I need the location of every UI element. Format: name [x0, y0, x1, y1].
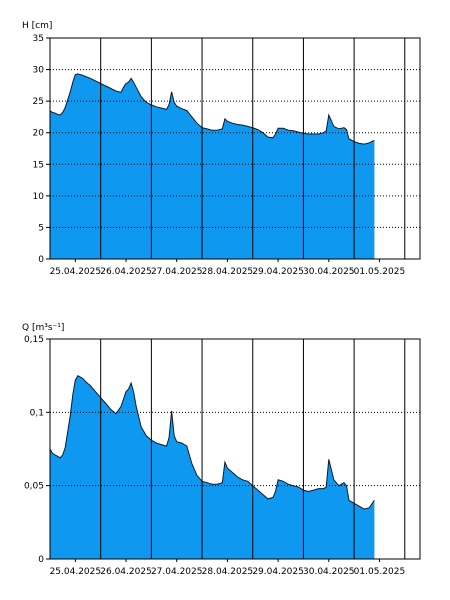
water-level-chart: H [cm] 0 5 10 15 20 25 30 35 25.04.2025 26.04.202…: [22, 21, 421, 277]
y-tick-label: 0: [38, 255, 44, 265]
x-tick-label: 29.04.2025: [252, 267, 304, 277]
x-tick-label: 01.05.2025: [354, 267, 406, 277]
y-tick-label: 5: [38, 223, 44, 233]
y-tick-label: 25: [33, 97, 44, 107]
y-tick-label: 0,15: [24, 335, 44, 345]
plot-frame: [49, 37, 421, 260]
y-axis-label: H [cm]: [22, 21, 52, 31]
x-tick-label: 30.04.2025: [303, 567, 355, 577]
plot-frame: [49, 338, 421, 560]
y-tick-label: 0,05: [24, 482, 44, 492]
y-tick-label: 0,1: [30, 408, 44, 418]
x-tick-label: 25.04.2025: [50, 567, 102, 577]
y-axis-label: Q [m³s⁻¹]: [22, 323, 64, 333]
x-tick-label: 26.04.2025: [100, 267, 152, 277]
area-fill: [50, 375, 375, 559]
y-tick-label: 0: [38, 555, 44, 565]
y-tick-label: 35: [33, 34, 44, 44]
series-line: [49, 73, 375, 145]
y-tick-label: 10: [33, 192, 45, 202]
x-tick-label: 28.04.2025: [202, 267, 254, 277]
y-tick-label: 15: [33, 160, 44, 170]
x-tick-label: 27.04.2025: [151, 267, 203, 277]
series-line: [49, 375, 375, 510]
x-tick-label: 29.04.2025: [252, 567, 304, 577]
x-tick-label: 28.04.2025: [202, 567, 254, 577]
y-tick-label: 20: [33, 129, 45, 139]
y-tick-label: 30: [33, 66, 45, 76]
discharge-chart: Q [m³s⁻¹] 0 0,05 0,1 0,15 25.04.2025 26.04.20…: [22, 323, 421, 577]
x-tick-label: 01.05.2025: [354, 567, 406, 577]
x-tick-label: 27.04.2025: [151, 567, 203, 577]
x-tick-label: 25.04.2025: [50, 267, 102, 277]
x-tick-label: 30.04.2025: [303, 267, 355, 277]
x-tick-label: 26.04.2025: [100, 567, 152, 577]
area-fill: [50, 74, 375, 259]
